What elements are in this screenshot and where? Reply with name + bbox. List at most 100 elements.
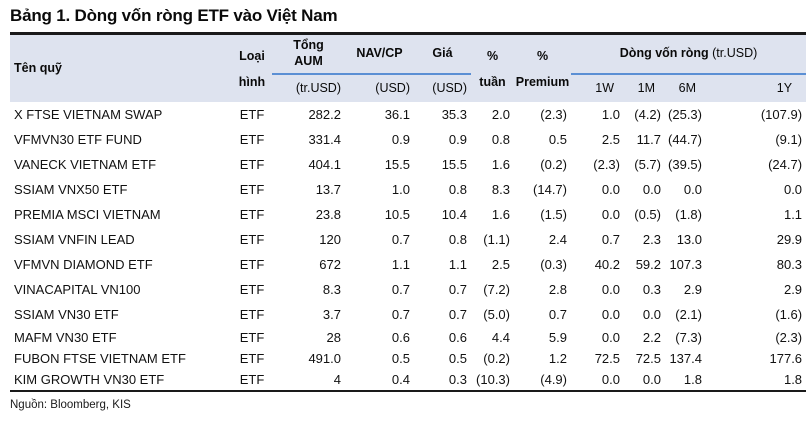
value-cell: 0.0 [601,282,620,297]
fund-name-cell: VANECK VIETNAM ETF [14,157,157,172]
value-cell: 13.7 [315,182,341,197]
fund-name-cell: VFMVN DIAMOND ETF [14,257,153,272]
value-cell: 80.3 [776,257,803,272]
table-title: Bảng 1. Dòng vốn ròng ETF vào Việt Nam [10,6,338,25]
value-cell: ETF [239,307,265,322]
value-cell: 40.2 [594,257,620,272]
fund-name-cell: SSIAM VN30 ETF [14,307,119,322]
table-row: MAFM VN30 ETF ETF 28 0.6 0.6 4.4 5.9 0.0 2.2 (7.3… [10,327,806,348]
table-row: X FTSE VIETNAM SWAP ETF 282.2 36.1 35.3 2.0 (2… [10,102,806,127]
value-cell: 10.5 [384,207,410,222]
value-cell: 177.6 [769,351,803,366]
table-row: SSIAM VNX50 ETF ETF 13.7 1.0 0.8 8.3 (14.7) 0.0… [10,177,806,202]
value-cell: (44.7) [668,132,702,147]
value-cell: 8.3 [491,182,510,197]
value-cell: 0.0 [601,372,620,387]
col-header-price: Giá [414,33,471,75]
value-cell: 4 [333,372,341,387]
value-cell: 0.0 [783,182,803,197]
value-cell: (2.3) [593,157,620,172]
value-cell: (2.1) [675,307,702,322]
value-cell: 0.0 [642,182,661,197]
value-cell: (1.5) [540,207,567,222]
col-header-type-line1: Loại [239,48,265,63]
value-cell: 0.5 [548,132,567,147]
value-cell: 28 [326,330,341,345]
value-cell: 3.7 [322,307,341,322]
value-cell: 2.3 [642,232,661,247]
net-flow-group-unit: (tr.USD) [708,46,758,61]
header-row-main: Tên quỹ Loại hình Tổng AUM NAV/CP Giá % [10,33,807,89]
value-cell: 2.8 [548,282,567,297]
fund-name-cell: SSIAM VNFIN LEAD [14,232,135,247]
col-header-nav-label: NAV/CP [356,46,403,61]
value-cell: 4.4 [491,330,510,345]
value-cell: 36.1 [384,107,410,122]
value-cell: 2.9 [783,282,803,297]
value-cell: 35.3 [441,107,467,122]
value-cell: 0.6 [391,330,410,345]
value-cell: ETF [239,107,265,122]
col-header-premium-line2: Premium [515,74,570,89]
value-cell: 0.7 [391,307,410,322]
col-header-premium: % Premium [514,34,571,103]
value-cell: 2.9 [683,282,702,297]
value-cell: 0.0 [601,330,620,345]
col-header-net-flow-group: Dòng vốn ròng (tr.USD) [571,33,807,75]
table-row: VFMVN30 ETF FUND ETF 331.4 0.9 0.9 0.8 0.5 2.5 1… [10,127,806,152]
col-subheader-1w: 1W [595,80,614,95]
value-cell: ETF [239,282,265,297]
col-header-price-label: Giá [432,46,453,61]
value-cell: 1.6 [491,157,510,172]
value-cell: 0.3 [642,282,661,297]
value-cell: 2.2 [642,330,661,345]
value-cell: 1.8 [783,372,803,387]
value-cell: 0.6 [448,330,467,345]
value-cell: 72.5 [635,351,661,366]
table-row: VANECK VIETNAM ETF ETF 404.1 15.5 15.5 1.6 (0.… [10,152,806,177]
col-subheader-aum-unit: (tr.USD) [295,80,341,95]
value-cell: 0.5 [448,351,467,366]
fund-name-cell: FUBON FTSE VIETNAM ETF [14,351,186,366]
value-cell: 0.8 [448,232,467,247]
value-cell: 137.4 [669,351,702,366]
table-row: SSIAM VN30 ETF ETF 3.7 0.7 0.7 (5.0) 0.7 0.0 0.0… [10,302,806,327]
fund-name-cell: PREMIA MSCI VIETNAM [14,207,161,222]
fund-name-cell: VFMVN30 ETF FUND [14,132,142,147]
value-cell: 0.8 [448,182,467,197]
value-cell: 0.0 [683,182,702,197]
value-cell: 0.0 [601,182,620,197]
col-subheader-nav-unit: (USD) [375,80,410,95]
value-cell: 404.1 [308,157,341,172]
value-cell: (1.1) [483,232,510,247]
value-cell: 0.7 [448,282,467,297]
value-cell: (0.2) [483,351,510,366]
value-cell: 0.0 [601,307,620,322]
value-cell: 0.5 [391,351,410,366]
value-cell: 2.0 [491,107,510,122]
table-row: KIM GROWTH VN30 ETF ETF 4 0.4 0.3 (10.3) (4.9)… [10,369,806,391]
value-cell: 0.7 [391,232,410,247]
col-subheader-1y: 1Y [776,80,793,95]
value-cell: 0.7 [548,307,567,322]
value-cell: ETF [239,207,265,222]
value-cell: 0.3 [448,372,467,387]
table-body: X FTSE VIETNAM SWAP ETF 282.2 36.1 35.3 2.0 (2… [10,102,806,391]
value-cell: 29.9 [776,232,803,247]
value-cell: 0.7 [448,307,467,322]
value-cell: (5.0) [483,307,510,322]
value-cell: 120 [319,232,341,247]
value-cell: 11.7 [636,132,661,147]
value-cell: ETF [239,232,265,247]
col-header-fund-label: Tên quỹ [14,60,62,75]
value-cell: 1.6 [491,207,510,222]
value-cell: 0.9 [448,132,467,147]
value-cell: 491.0 [308,351,341,366]
value-cell: (10.3) [476,372,510,387]
value-cell: 2.5 [491,257,510,272]
value-cell: 331.4 [308,132,341,147]
value-cell: 1.8 [683,372,702,387]
value-cell: 0.9 [391,132,410,147]
value-cell: ETF [239,257,265,272]
value-cell: 5.9 [548,330,567,345]
